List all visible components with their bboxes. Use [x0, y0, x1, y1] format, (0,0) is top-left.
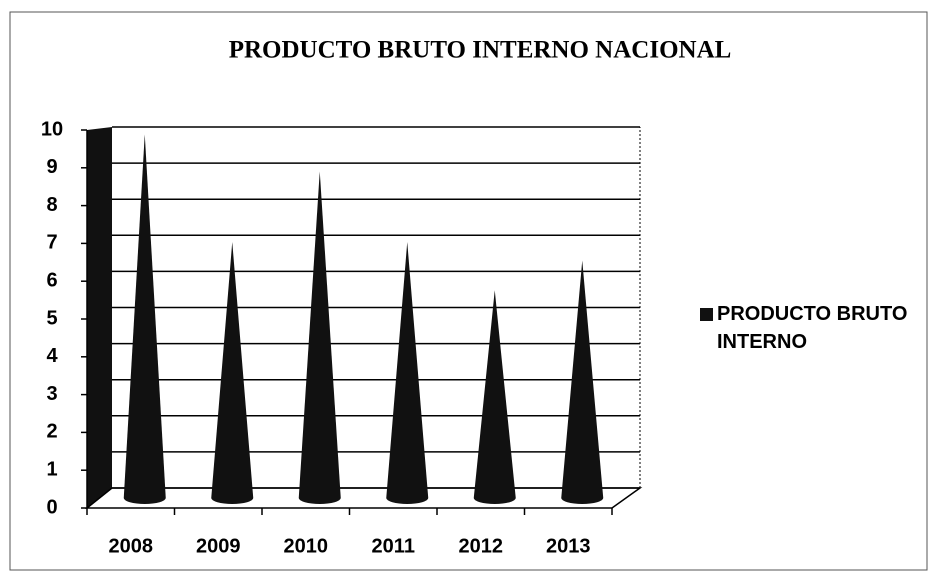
- y-tick-label: 10: [41, 118, 63, 140]
- chart-title: PRODUCTO BRUTO INTERNO NACIONAL: [229, 37, 732, 64]
- y-tick-label: 3: [46, 383, 57, 405]
- floor: [84, 487, 643, 509]
- cone: [211, 242, 254, 504]
- legend-label: PRODUCTO BRUTO INTERNO: [717, 303, 908, 353]
- chart-border: [9, 11, 928, 571]
- y-tick-label: 0: [46, 496, 57, 518]
- y-tick-label: 8: [46, 194, 57, 216]
- cone: [561, 260, 604, 504]
- y-tick-label: 2: [46, 421, 57, 443]
- y-tick-label: 7: [46, 232, 57, 254]
- y-tick-label: 6: [46, 269, 57, 291]
- legend: PRODUCTO BRUTO INTERNO: [700, 300, 915, 356]
- x-tick-label: 2013: [546, 535, 591, 557]
- y-tick-label: 5: [46, 307, 57, 329]
- y-tick-label: 1: [46, 458, 57, 480]
- side-wall: [87, 127, 112, 508]
- x-tick-label: 2008: [109, 535, 154, 557]
- cone: [123, 134, 166, 505]
- cone: [386, 242, 429, 504]
- x-tick-label: 2011: [372, 535, 415, 557]
- x-tick-label: 2010: [284, 535, 329, 557]
- y-tick-label: 4: [46, 345, 58, 367]
- cone: [298, 171, 341, 504]
- y-tick-label: 9: [46, 156, 57, 178]
- x-tick-label: 2012: [459, 535, 504, 557]
- x-tick-label: 2009: [196, 535, 241, 557]
- legend-swatch: [700, 308, 713, 321]
- cone: [473, 290, 516, 504]
